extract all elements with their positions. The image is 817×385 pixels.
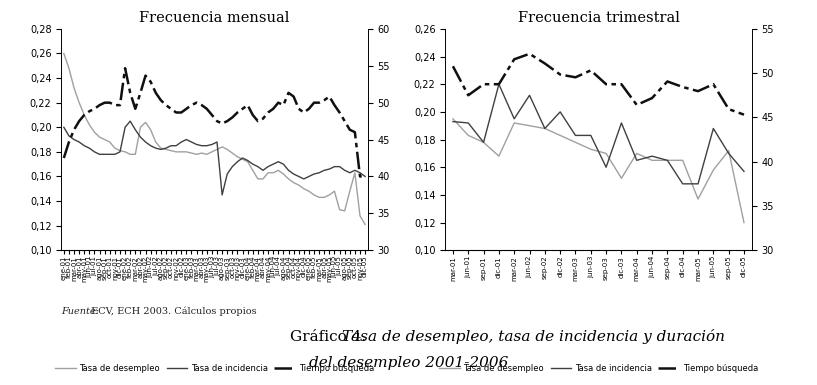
Title: Frecuencia trimestral: Frecuencia trimestral	[517, 11, 680, 25]
Text: Tasa de desempleo, tasa de incidencia y duración: Tasa de desempleo, tasa de incidencia y …	[342, 329, 725, 344]
Legend: Tasa de desempleo, Tasa de incidencia, Tiempo búsqueda: Tasa de desempleo, Tasa de incidencia, T…	[435, 361, 761, 377]
Text: Fuente:: Fuente:	[61, 307, 99, 316]
Text: Gráfico 4. Tasa de desempleo, tasa de incidencia y duración: Gráfico 4. Tasa de desempleo, tasa de in…	[0, 384, 1, 385]
Legend: Tasa de desempleo, Tasa de incidencia, Tiempo búsqueda: Tasa de desempleo, Tasa de incidencia, T…	[51, 361, 377, 377]
Text: Gráfico 4.: Gráfico 4.	[290, 330, 371, 344]
Text: del desempleo 2001-2006: del desempleo 2001-2006	[309, 355, 508, 370]
Title: Frecuencia mensual: Frecuencia mensual	[139, 11, 290, 25]
Text: ECV, ECH 2003. Cálculos propios: ECV, ECH 2003. Cálculos propios	[88, 306, 257, 316]
